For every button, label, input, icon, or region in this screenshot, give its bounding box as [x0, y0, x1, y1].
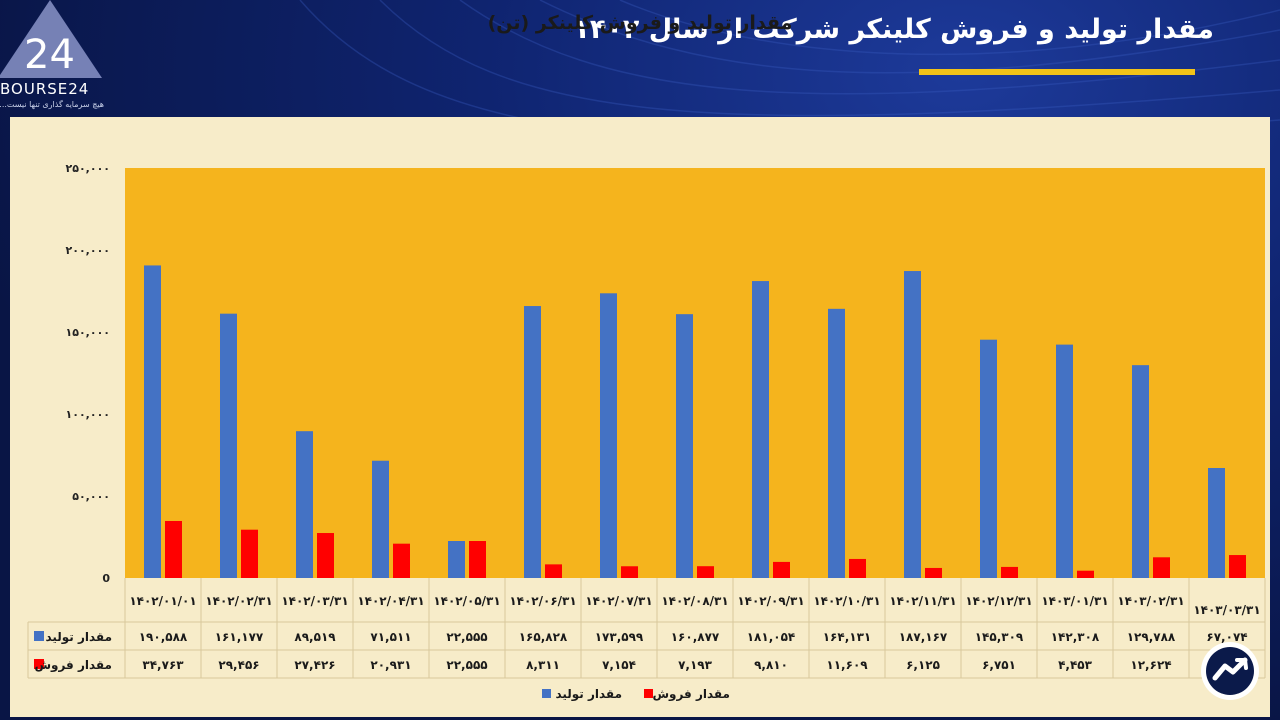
table-cell-production: ۱۶۴,۱۳۱ [823, 630, 872, 644]
table-cell-sales: ۲۷,۴۲۶ [294, 658, 335, 672]
row-legend-key [34, 659, 44, 669]
table-cell-sales: ۲۹,۴۵۶ [218, 658, 259, 672]
bar-sales [697, 566, 714, 578]
title-underline [919, 69, 1195, 75]
bar-production [1208, 467, 1225, 578]
bar-sales [165, 520, 182, 578]
legend-swatch-sales [644, 689, 653, 698]
bar-sales [773, 561, 790, 578]
table-cell-production: ۱۴۲,۳۰۸ [1051, 630, 1100, 644]
bar-production [828, 308, 845, 578]
bar-sales [621, 566, 638, 578]
table-cell-production: ۶۷,۰۷۴ [1206, 630, 1247, 644]
category-label: ۱۴۰۲/۰۶/۳۱ [509, 594, 576, 608]
table-cell-sales: ۱۲,۶۲۴ [1130, 658, 1171, 672]
category-label: ۱۴۰۲/۰۴/۳۱ [357, 594, 424, 608]
logo-number: 24 [24, 32, 75, 78]
bar-sales [393, 543, 410, 578]
chart-title: مقدار تولید و فروش کلینکر (تن) [487, 12, 793, 34]
category-label: ۱۴۰۲/۰۹/۳۱ [737, 594, 804, 608]
bar-sales [925, 567, 942, 578]
category-label: ۱۴۰۲/۰۱/۰۱ [129, 594, 196, 608]
table-cell-sales: ۲۰,۹۳۱ [370, 658, 411, 672]
row-header: مقدار تولید [45, 630, 112, 645]
table-cell-production: ۱۸۱,۰۵۴ [747, 630, 796, 644]
y-tick-label: 0 [102, 572, 110, 585]
y-tick-label: ۱۵۰,۰۰۰ [66, 326, 110, 339]
table-cell-sales: ۸,۳۱۱ [526, 658, 560, 672]
logo-tagline: هیچ سرمایه گذاری تنها نیست... [0, 100, 104, 109]
table-cell-sales: ۱۱,۶۰۹ [826, 658, 868, 672]
table-cell-sales: ۶,۷۵۱ [982, 658, 1016, 672]
bar-production [144, 265, 161, 578]
table-cell-sales: ۷,۱۹۳ [678, 658, 713, 672]
table-cell-sales: ۴,۴۵۳ [1058, 658, 1093, 672]
legend-label-production: مقدار تولید [555, 687, 622, 702]
y-tick-label: ۲۵۰,۰۰۰ [66, 162, 110, 175]
table-cell-sales: ۹,۸۱۰ [754, 658, 788, 672]
category-label: ۱۴۰۲/۰۵/۳۱ [433, 594, 500, 608]
bar-sales [1001, 566, 1018, 578]
table-cell-production: ۱۸۷,۱۶۷ [899, 630, 948, 644]
bar-sales [317, 533, 334, 578]
bar-production [1056, 344, 1073, 578]
legend-label-sales: مقدار فروش [652, 687, 730, 702]
table-cell-production: ۱۷۳,۵۹۹ [595, 630, 644, 644]
table-cell-production: ۱۹۰,۵۸۸ [139, 630, 188, 644]
table-cell-production: ۷۱,۵۱۱ [370, 630, 411, 644]
table-cell-production: ۱۶۵,۸۲۸ [519, 630, 568, 644]
category-label: ۱۴۰۲/۱۱/۳۱ [889, 594, 956, 608]
category-label: ۱۴۰۳/۰۳/۳۱ [1193, 603, 1260, 617]
bar-production [372, 460, 389, 578]
table-cell-sales: ۳۴,۷۶۳ [142, 658, 184, 672]
table-cell-production: ۱۶۰,۸۷۷ [671, 630, 720, 644]
table-cell-sales: ۲۲,۵۵۵ [446, 658, 487, 672]
category-label: ۱۴۰۳/۰۱/۳۱ [1041, 594, 1108, 608]
bar-production [676, 314, 693, 578]
y-tick-label: ۲۰۰,۰۰۰ [66, 244, 110, 257]
category-label: ۱۴۰۲/۱۲/۳۱ [965, 594, 1032, 608]
row-legend-key [34, 631, 44, 641]
table-cell-sales: ۷,۱۵۴ [602, 658, 636, 672]
category-label: ۱۴۰۲/۱۰/۳۱ [813, 594, 880, 608]
bar-sales [1077, 570, 1094, 578]
category-label: ۱۴۰۲/۰۳/۳۱ [281, 594, 348, 608]
bar-sales [1229, 555, 1246, 578]
bar-production [524, 306, 541, 578]
bar-sales [545, 564, 562, 578]
bar-sales [849, 558, 866, 578]
row-header: مقدار فروش [34, 658, 112, 673]
bar-production [980, 339, 997, 578]
table-cell-production: ۸۹,۵۱۹ [294, 630, 336, 644]
table-cell-production: ۱۶۱,۱۷۷ [215, 630, 264, 644]
bar-production [296, 431, 313, 578]
bar-production [1132, 365, 1149, 578]
bar-production [904, 271, 921, 578]
table-cell-sales: ۶,۱۲۵ [906, 658, 940, 672]
y-tick-label: ۵۰,۰۰۰ [72, 490, 110, 503]
bar-production [220, 313, 237, 578]
bar-sales [241, 529, 258, 578]
bar-production [600, 293, 617, 578]
category-label: ۱۴۰۲/۰۸/۳۱ [661, 594, 728, 608]
bar-sales [469, 541, 486, 578]
category-label: ۱۴۰۲/۰۲/۳۱ [205, 594, 272, 608]
page-title: مقدار تولید و فروش کلینکر شرکت از سال ۱۴… [573, 14, 1214, 45]
bar-sales [1153, 557, 1170, 578]
category-label: ۱۴۰۳/۰۲/۳۱ [1117, 594, 1184, 608]
y-tick-label: ۱۰۰,۰۰۰ [66, 408, 110, 421]
logo-text: BOURSE24 [0, 80, 90, 98]
bar-production [448, 541, 465, 578]
table-cell-production: ۲۲,۵۵۵ [446, 630, 487, 644]
trend-chart-icon [1201, 642, 1259, 700]
table-cell-production: ۱۴۵,۳۰۹ [975, 630, 1024, 644]
table-cell-production: ۱۲۹,۷۸۸ [1127, 630, 1176, 644]
plot-area [125, 168, 1265, 578]
legend-swatch-production [542, 689, 551, 698]
category-label: ۱۴۰۲/۰۷/۳۱ [585, 594, 652, 608]
logo: 24 [0, 0, 102, 78]
bar-production [752, 281, 769, 578]
